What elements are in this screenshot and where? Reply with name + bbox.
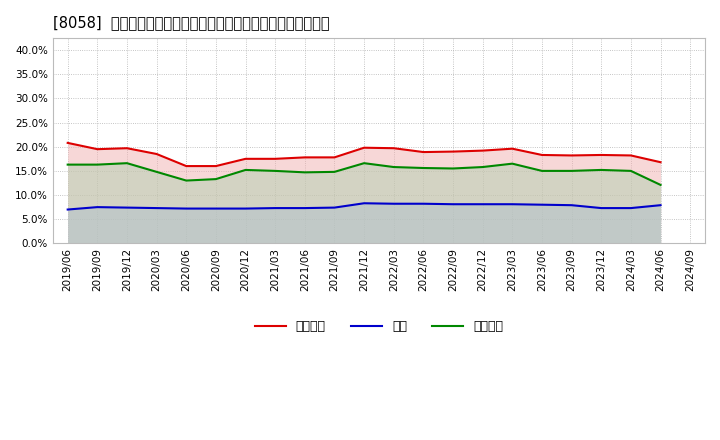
- 在庫: [300, 205, 309, 211]
- 買入債務: [241, 167, 250, 172]
- 在庫: [597, 205, 606, 211]
- 買入債務: [122, 161, 131, 166]
- 売上債権: [63, 140, 72, 146]
- 買入債務: [390, 165, 398, 170]
- 売上債権: [122, 146, 131, 151]
- 買入債務: [449, 166, 457, 171]
- 売上債権: [478, 148, 487, 153]
- 売上債権: [182, 163, 191, 169]
- 在庫: [449, 202, 457, 207]
- 売上債権: [626, 153, 635, 158]
- 買入債務: [63, 162, 72, 167]
- 在庫: [241, 206, 250, 211]
- 在庫: [538, 202, 546, 207]
- 買入債務: [330, 169, 339, 175]
- 買入債務: [597, 167, 606, 172]
- 在庫: [390, 201, 398, 206]
- 売上債権: [449, 149, 457, 154]
- 買入債務: [419, 165, 428, 171]
- 売上債権: [656, 160, 665, 165]
- 買入債務: [300, 170, 309, 175]
- 買入債務: [538, 168, 546, 173]
- 売上債権: [567, 153, 576, 158]
- 在庫: [122, 205, 131, 210]
- 売上債権: [93, 147, 102, 152]
- 在庫: [63, 207, 72, 212]
- 売上債権: [300, 155, 309, 160]
- 在庫: [360, 201, 369, 206]
- Line: 買入債務: 買入債務: [68, 163, 660, 185]
- Legend: 売上債権, 在庫, 買入債務: 売上債権, 在庫, 買入債務: [250, 315, 508, 338]
- 買入債務: [360, 161, 369, 166]
- 買入債務: [182, 178, 191, 183]
- 売上債権: [390, 146, 398, 151]
- Line: 在庫: 在庫: [68, 203, 660, 209]
- 在庫: [153, 205, 161, 211]
- 売上債権: [153, 151, 161, 157]
- 売上債権: [597, 152, 606, 158]
- Text: [8058]  売上債権、在庫、買入債務の総資産に対する比率の推移: [8058] 売上債権、在庫、買入債務の総資産に対する比率の推移: [53, 15, 330, 30]
- 買入債務: [478, 165, 487, 170]
- 買入債務: [567, 168, 576, 173]
- 在庫: [93, 205, 102, 210]
- Line: 売上債権: 売上債権: [68, 143, 660, 166]
- 売上債権: [508, 146, 517, 151]
- 在庫: [330, 205, 339, 210]
- 在庫: [508, 202, 517, 207]
- 在庫: [419, 201, 428, 206]
- 買入債務: [508, 161, 517, 166]
- 買入債務: [656, 182, 665, 187]
- 買入債務: [271, 168, 279, 173]
- 在庫: [212, 206, 220, 211]
- 在庫: [478, 202, 487, 207]
- 売上債権: [271, 156, 279, 161]
- 買入債務: [212, 176, 220, 182]
- 売上債権: [212, 163, 220, 169]
- 買入債務: [93, 162, 102, 167]
- 在庫: [271, 205, 279, 211]
- 在庫: [567, 202, 576, 208]
- 売上債権: [538, 152, 546, 158]
- 売上債権: [330, 155, 339, 160]
- 在庫: [626, 205, 635, 211]
- 売上債権: [241, 156, 250, 161]
- 買入債務: [153, 169, 161, 175]
- 売上債権: [360, 145, 369, 150]
- 売上債権: [419, 150, 428, 155]
- 在庫: [656, 202, 665, 208]
- 買入債務: [626, 168, 635, 173]
- 在庫: [182, 206, 191, 211]
